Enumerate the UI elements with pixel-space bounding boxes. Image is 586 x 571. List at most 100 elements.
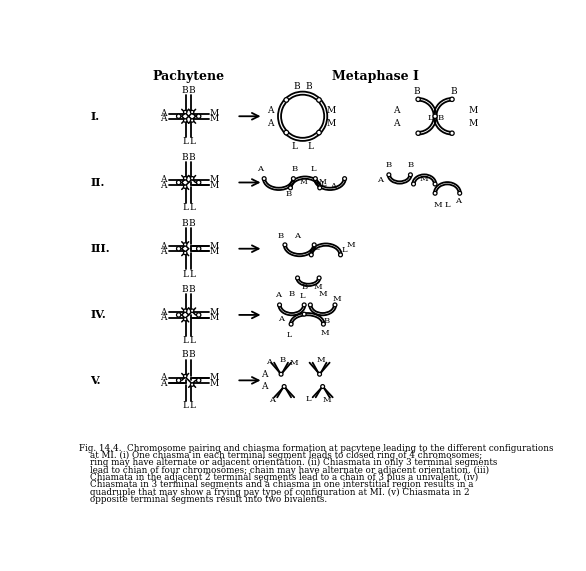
Text: L: L bbox=[189, 336, 195, 345]
Circle shape bbox=[279, 372, 283, 376]
Text: A: A bbox=[160, 308, 166, 317]
Circle shape bbox=[183, 119, 187, 122]
Text: M: M bbox=[209, 180, 219, 190]
Circle shape bbox=[333, 303, 337, 307]
Text: M: M bbox=[209, 242, 219, 251]
Text: A: A bbox=[377, 176, 383, 184]
Text: M: M bbox=[209, 379, 219, 388]
Text: A: A bbox=[160, 247, 166, 256]
Text: B: B bbox=[189, 219, 196, 228]
Text: M: M bbox=[209, 373, 219, 382]
Circle shape bbox=[190, 110, 194, 114]
Text: A: A bbox=[160, 373, 166, 382]
Text: B: B bbox=[437, 114, 444, 122]
Text: A: A bbox=[278, 315, 284, 323]
Circle shape bbox=[183, 309, 187, 312]
Text: A: A bbox=[160, 242, 166, 251]
Text: Chiamata in the adjacent 2 terminal segments lead to a chain of 3 plus a univale: Chiamata in the adjacent 2 terminal segm… bbox=[79, 473, 478, 482]
Text: Fig. 14.4.  Chromosome pairing and chiasma formation at pacytene leading to the : Fig. 14.4. Chromosome pairing and chiasm… bbox=[79, 444, 553, 452]
Circle shape bbox=[190, 176, 194, 180]
Text: M: M bbox=[318, 290, 327, 298]
Circle shape bbox=[433, 114, 437, 118]
Circle shape bbox=[176, 180, 181, 184]
Text: B: B bbox=[189, 285, 196, 294]
Circle shape bbox=[308, 303, 312, 307]
Text: M: M bbox=[314, 283, 322, 291]
Text: L: L bbox=[189, 203, 195, 212]
Text: II.: II. bbox=[90, 177, 104, 188]
Circle shape bbox=[190, 309, 194, 312]
Text: B: B bbox=[182, 351, 189, 360]
Text: M: M bbox=[299, 178, 308, 186]
Circle shape bbox=[196, 247, 201, 251]
Circle shape bbox=[262, 176, 266, 180]
Circle shape bbox=[343, 176, 346, 180]
Circle shape bbox=[321, 385, 325, 388]
Text: M: M bbox=[434, 201, 442, 209]
Text: M: M bbox=[322, 396, 331, 404]
Circle shape bbox=[283, 243, 287, 247]
Circle shape bbox=[289, 322, 293, 326]
Text: B: B bbox=[323, 317, 329, 325]
Text: M: M bbox=[290, 359, 298, 367]
Text: L: L bbox=[189, 137, 195, 146]
Circle shape bbox=[183, 375, 187, 378]
Circle shape bbox=[176, 114, 181, 118]
Text: A: A bbox=[393, 119, 399, 128]
Text: opposite terminal segments result into two bivalents.: opposite terminal segments result into t… bbox=[79, 494, 326, 504]
Text: B: B bbox=[413, 87, 420, 96]
Text: L: L bbox=[182, 401, 188, 411]
Text: M: M bbox=[209, 175, 219, 184]
Text: M: M bbox=[332, 295, 341, 303]
Text: lead to chian of four chromosomes; chain may have alternate or adjacent orientat: lead to chian of four chromosomes; chain… bbox=[79, 465, 489, 475]
Text: L: L bbox=[189, 401, 195, 411]
Circle shape bbox=[278, 303, 281, 307]
Circle shape bbox=[196, 313, 201, 317]
Text: V.: V. bbox=[90, 375, 101, 386]
Text: quadruple that may show a frying pay type of configuration at MI. (v) Chiasmata : quadruple that may show a frying pay typ… bbox=[79, 488, 469, 497]
Text: A: A bbox=[160, 313, 166, 322]
Text: B: B bbox=[286, 190, 292, 198]
Text: III.: III. bbox=[90, 243, 110, 254]
Circle shape bbox=[387, 173, 391, 176]
Text: A: A bbox=[261, 369, 267, 379]
Circle shape bbox=[416, 97, 420, 102]
Text: A: A bbox=[275, 291, 281, 299]
Circle shape bbox=[302, 303, 306, 307]
Text: L: L bbox=[306, 395, 312, 403]
Text: L: L bbox=[287, 331, 292, 339]
Text: B: B bbox=[293, 82, 300, 91]
Text: ring may have alternate or adjacent orientation. (ii) Chiasmata in only 3 termin: ring may have alternate or adjacent orie… bbox=[79, 458, 497, 467]
Text: L: L bbox=[182, 203, 188, 212]
Text: B: B bbox=[280, 356, 286, 364]
Circle shape bbox=[318, 186, 322, 190]
Circle shape bbox=[196, 378, 201, 383]
Circle shape bbox=[450, 97, 454, 102]
Circle shape bbox=[314, 176, 317, 180]
Text: M: M bbox=[317, 356, 325, 364]
Text: A: A bbox=[160, 379, 166, 388]
Circle shape bbox=[176, 378, 181, 383]
Circle shape bbox=[433, 182, 437, 186]
Text: B: B bbox=[305, 82, 312, 91]
Text: A: A bbox=[267, 119, 274, 128]
Text: L: L bbox=[311, 166, 316, 174]
Text: A: A bbox=[160, 175, 166, 184]
Text: L: L bbox=[445, 201, 450, 209]
Text: B: B bbox=[301, 283, 308, 291]
Text: Pachytene: Pachytene bbox=[152, 70, 225, 83]
Text: A: A bbox=[294, 232, 300, 240]
Circle shape bbox=[318, 372, 322, 376]
Circle shape bbox=[183, 110, 187, 114]
Circle shape bbox=[302, 312, 306, 316]
Circle shape bbox=[295, 276, 299, 280]
Text: L: L bbox=[314, 244, 319, 252]
Circle shape bbox=[196, 180, 201, 184]
Text: M: M bbox=[209, 109, 219, 118]
Text: A: A bbox=[160, 109, 166, 118]
Text: L: L bbox=[342, 246, 347, 254]
Text: L: L bbox=[307, 142, 314, 151]
Circle shape bbox=[291, 176, 295, 180]
Text: L: L bbox=[182, 137, 188, 146]
Circle shape bbox=[288, 186, 292, 190]
